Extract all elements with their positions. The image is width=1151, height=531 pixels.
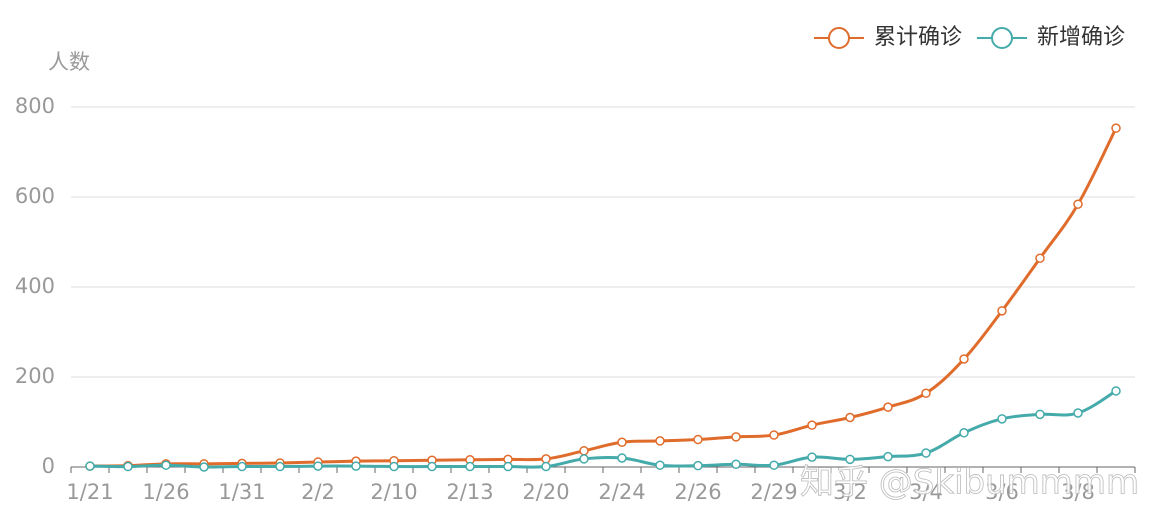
point [579, 454, 589, 464]
point [883, 451, 893, 462]
point [617, 437, 627, 447]
point [1073, 199, 1083, 209]
point [161, 460, 171, 470]
x-tick-label: 3/2 [833, 480, 867, 504]
legend-marker [990, 27, 1013, 49]
point [199, 462, 209, 472]
y-axis-label: 人数 [48, 50, 90, 74]
point [655, 436, 665, 446]
series-line [89, 127, 1118, 468]
point [579, 446, 589, 456]
y-tick-label: 600 [15, 184, 55, 208]
point [997, 414, 1007, 424]
point [921, 448, 931, 458]
point [1111, 123, 1121, 133]
y-tick-label: 800 [15, 94, 55, 118]
point [503, 461, 513, 472]
point [807, 452, 817, 462]
x-tick-label: 1/21 [66, 480, 113, 504]
x-tick-label: 2/10 [370, 480, 417, 504]
point [617, 453, 627, 463]
point [313, 461, 323, 471]
point [1035, 253, 1045, 263]
point [655, 460, 665, 470]
point [807, 420, 817, 430]
point [769, 460, 779, 470]
point [693, 460, 703, 471]
y-tick-label: 0 [42, 454, 55, 478]
point [123, 461, 133, 472]
x-tick-label: 2/13 [446, 480, 493, 504]
point [1111, 386, 1121, 396]
x-tick-label: 1/26 [142, 480, 189, 504]
point [731, 432, 741, 442]
series-line [89, 389, 1117, 469]
point [427, 461, 437, 472]
x-tick-label: 3/6 [985, 480, 1019, 504]
y-tick-label: 400 [15, 274, 55, 298]
point [85, 461, 95, 471]
point [389, 461, 399, 472]
point [921, 388, 931, 398]
x-tick-label: 2/29 [750, 480, 797, 504]
x-tick-label: 2/2 [301, 480, 335, 504]
point [959, 354, 969, 364]
point [997, 306, 1007, 316]
point [959, 428, 969, 438]
x-tick-label: 2/24 [598, 480, 645, 504]
watermark: 知乎 @Skibummmm [800, 463, 1139, 503]
point [1035, 409, 1045, 420]
x-tick-label: 3/8 [1061, 480, 1095, 504]
x-tick-label: 2/20 [522, 480, 569, 504]
point [693, 434, 703, 445]
x-tick-label: 1/31 [218, 480, 265, 504]
point [731, 459, 741, 470]
point [351, 461, 361, 471]
legend-label: 新增确诊 [1037, 25, 1125, 50]
point [465, 461, 475, 472]
point [237, 461, 247, 472]
legend-marker [827, 27, 850, 49]
point [541, 454, 551, 464]
point [1073, 408, 1083, 418]
y-tick-label: 200 [15, 364, 55, 388]
point [275, 461, 285, 472]
point [845, 454, 855, 465]
point [845, 412, 855, 423]
x-tick-label: 2/26 [674, 480, 721, 504]
point [769, 430, 779, 440]
legend-label: 累计确诊 [874, 25, 962, 50]
point [883, 402, 893, 412]
point [541, 461, 551, 472]
x-tick-label: 3/4 [909, 480, 943, 504]
